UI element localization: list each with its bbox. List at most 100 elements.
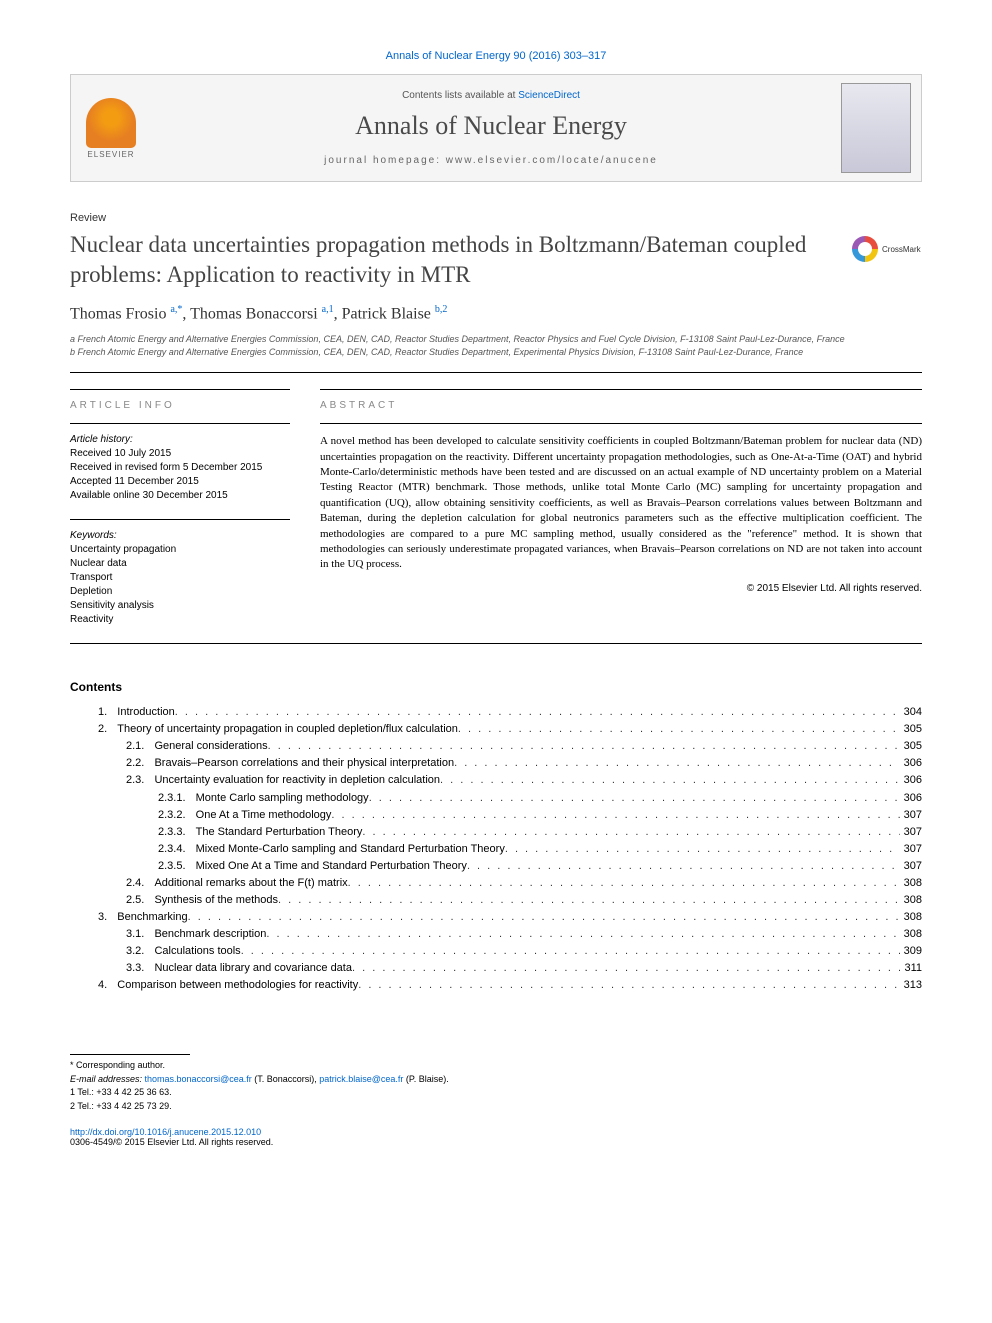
elsevier-logo[interactable]: ELSEVIER [81,93,141,163]
keywords-list: Uncertainty propagationNuclear dataTrans… [70,543,290,627]
toc-number: 2.3.2. [158,807,186,824]
keywords-label: Keywords: [70,530,290,541]
toc-number: 3.2. [126,943,144,960]
journal-cover-cell [831,75,921,181]
toc-title: Benchmark description [144,926,266,943]
toc-number: 3.1. [126,926,144,943]
publisher-name: ELSEVIER [87,150,134,159]
issn-copyright: 0306-4549/© 2015 Elsevier Ltd. All right… [70,1137,922,1147]
history-list: Received 10 July 2015Received in revised… [70,447,290,503]
toc-entry[interactable]: 2.4. Additional remarks about the F(t) m… [70,875,922,892]
contents-section: Contents 1. Introduction 3042. Theory of… [70,680,922,994]
toc-number: 2.3.3. [158,824,186,841]
toc-page: 307 [900,807,922,824]
article-info-column: ARTICLE INFO Article history: Received 1… [70,389,290,627]
toc-leader-dots [175,704,900,721]
publisher-logo-cell: ELSEVIER [71,75,151,181]
toc-entry[interactable]: 2.3. Uncertainty evaluation for reactivi… [70,772,922,789]
elsevier-tree-icon [86,98,136,148]
divider-top [70,372,922,373]
toc-entry[interactable]: 2.3.5. Mixed One At a Time and Standard … [70,858,922,875]
toc-entry[interactable]: 2.5. Synthesis of the methods 308 [70,892,922,909]
toc-entry[interactable]: 1. Introduction 304 [70,704,922,721]
info-divider [70,389,290,390]
toc-entry[interactable]: 4. Comparison between methodologies for … [70,977,922,994]
toc-page: 307 [900,858,922,875]
toc-page: 311 [900,960,922,977]
toc-entry[interactable]: 2.3.2. One At a Time methodology 307 [70,807,922,824]
toc-number: 1. [98,704,107,721]
toc-number: 2.3. [126,772,144,789]
toc-entry[interactable]: 2.3.3. The Standard Perturbation Theory … [70,824,922,841]
crossmark-label: CrossMark [882,245,921,254]
toc-number: 2.5. [126,892,144,909]
title-row: Nuclear data uncertainties propagation m… [70,230,922,304]
homepage-url[interactable]: www.elsevier.com/locate/anucene [446,155,658,166]
toc-entry[interactable]: 2.3.1. Monte Carlo sampling methodology … [70,790,922,807]
toc-number: 2. [98,721,107,738]
toc-leader-dots [440,772,900,789]
affiliations: a French Atomic Energy and Alternative E… [70,333,922,358]
abstract-divider [320,389,922,390]
toc-page: 308 [900,926,922,943]
toc-leader-dots [369,790,900,807]
info-abstract-row: ARTICLE INFO Article history: Received 1… [70,389,922,627]
toc-page: 308 [900,909,922,926]
journal-cover-thumbnail[interactable] [841,83,911,173]
toc-title: Benchmarking [107,909,187,926]
email-link[interactable]: patrick.blaise@cea.fr [319,1074,403,1084]
toc-number: 2.3.4. [158,841,186,858]
toc-entry[interactable]: 2.1. General considerations 305 [70,738,922,755]
history-label: Article history: [70,434,290,445]
toc-entry[interactable]: 2. Theory of uncertainty propagation in … [70,721,922,738]
contents-available-line: Contents lists available at ScienceDirec… [151,90,831,101]
footer-block: http://dx.doi.org/10.1016/j.anucene.2015… [70,1127,922,1147]
toc-leader-dots [458,721,900,738]
toc-number: 2.4. [126,875,144,892]
email-label: E-mail addresses: [70,1074,145,1084]
crossmark-badge[interactable]: CrossMark [852,236,922,262]
history-item: Received in revised form 5 December 2015 [70,461,290,475]
toc-page: 305 [900,721,922,738]
toc-leader-dots [278,892,900,909]
toc-entry[interactable]: 3.3. Nuclear data library and covariance… [70,960,922,977]
sciencedirect-link[interactable]: ScienceDirect [518,90,580,101]
citation-line: Annals of Nuclear Energy 90 (2016) 303–3… [70,50,922,62]
toc-entry[interactable]: 3.2. Calculations tools 309 [70,943,922,960]
toc-title: Introduction [107,704,175,721]
toc-page: 307 [900,824,922,841]
toc-entry[interactable]: 3.1. Benchmark description 308 [70,926,922,943]
authors-line: Thomas Frosio a,*, Thomas Bonaccorsi a,1… [70,304,922,323]
toc-title: Additional remarks about the F(t) matrix [144,875,347,892]
affiliation-b: b French Atomic Energy and Alternative E… [70,346,922,359]
toc-page: 309 [900,943,922,960]
keyword-item: Nuclear data [70,557,290,571]
crossmark-icon [852,236,878,262]
journal-name: Annals of Nuclear Energy [151,111,831,141]
toc-page: 305 [900,738,922,755]
toc-entry[interactable]: 2.3.4. Mixed Monte-Carlo sampling and St… [70,841,922,858]
toc-title: Theory of uncertainty propagation in cou… [107,721,458,738]
toc-page: 306 [900,755,922,772]
keyword-item: Sensitivity analysis [70,599,290,613]
toc-leader-dots [348,875,900,892]
contents-heading: Contents [70,680,922,694]
doi-link[interactable]: http://dx.doi.org/10.1016/j.anucene.2015… [70,1127,261,1137]
history-item: Received 10 July 2015 [70,447,290,461]
toc-number: 2.2. [126,755,144,772]
keyword-item: Transport [70,571,290,585]
table-of-contents: 1. Introduction 3042. Theory of uncertai… [70,704,922,994]
toc-leader-dots [188,909,900,926]
toc-number: 3. [98,909,107,926]
history-item: Accepted 11 December 2015 [70,475,290,489]
email-link[interactable]: thomas.bonaccorsi@cea.fr [145,1074,252,1084]
footnotes: * Corresponding author. E-mail addresses… [70,1054,922,1113]
homepage-label: journal homepage: [324,155,446,166]
toc-entry[interactable]: 2.2. Bravais–Pearson correlations and th… [70,755,922,772]
toc-leader-dots [241,943,900,960]
article-info-label: ARTICLE INFO [70,400,290,411]
toc-title: Calculations tools [144,943,240,960]
toc-title: Mixed Monte-Carlo sampling and Standard … [186,841,505,858]
toc-entry[interactable]: 3. Benchmarking 308 [70,909,922,926]
toc-title: The Standard Perturbation Theory [186,824,363,841]
